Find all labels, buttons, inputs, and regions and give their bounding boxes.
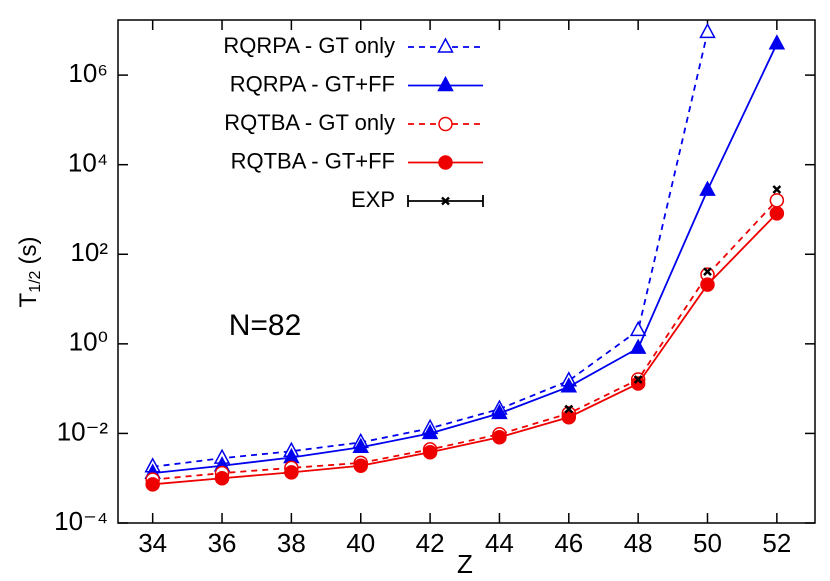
data-point [284,465,299,480]
data-point [699,22,716,39]
y-label-sub: 1/2 [27,270,44,292]
x-axis-label: Z [457,549,473,579]
x-tick-label: 36 [208,528,237,558]
legend-marker [437,37,454,53]
legend-marker [438,116,453,132]
plot-frame [117,19,816,524]
data-point [699,180,716,196]
x-tick-label: 40 [346,528,375,558]
data-point [769,193,785,208]
data-point [492,430,507,445]
data-point [768,34,786,50]
y-tick-label: 10⁻⁴ [54,506,108,536]
x-tick-label: 50 [693,528,722,558]
data-point [421,423,439,440]
data-point [630,376,646,391]
data-point [700,277,715,292]
x-tick-label: 38 [277,528,306,558]
y-tick-label: 10⁴ [68,148,108,178]
x-tick-label: 42 [416,528,445,558]
data-point [145,477,160,492]
legend-label: RQTBA - GT only [224,110,395,135]
x-tick-label: 48 [624,528,653,558]
data-point [353,458,368,473]
legend-label: RQRPA - GT+FF [230,71,395,96]
legend-label: RQTBA - GT+FF [231,148,395,173]
series-line [152,212,778,486]
y-tick-label: 10⁻² [57,416,109,446]
data-point [629,320,647,337]
annotation: N=82 [229,309,302,342]
data-point [352,437,369,454]
data-point [560,377,578,393]
data-point [629,338,647,354]
data-point [772,185,782,194]
y-label-main: T [15,292,42,307]
data-point [703,267,712,276]
data-point [769,206,785,221]
legend-label: RQRPA - GT only [223,33,395,58]
y-axis-label: T1/2 (s) [15,237,44,308]
data-point [561,409,577,425]
series-line [152,43,778,475]
data-point [633,375,643,384]
y-tick-label: 10⁰ [69,327,108,357]
y-tick-label: 10⁶ [68,58,108,88]
series-line [152,199,778,481]
legend-label: EXP [351,187,395,212]
legend-marker [441,196,450,206]
x-tick-label: 44 [485,528,514,558]
y-label-unit: (s) [15,237,42,265]
data-point [491,403,508,420]
legend-marker [437,75,454,92]
series-line [152,32,709,468]
x-tick-label: 52 [762,528,791,558]
legend-marker [438,155,453,170]
data-point [214,470,230,486]
x-tick-label: 34 [138,528,167,558]
data-point [422,444,438,460]
data-point [564,404,574,414]
x-tick-label: 46 [554,528,583,558]
y-tick-label: 10² [70,237,108,267]
